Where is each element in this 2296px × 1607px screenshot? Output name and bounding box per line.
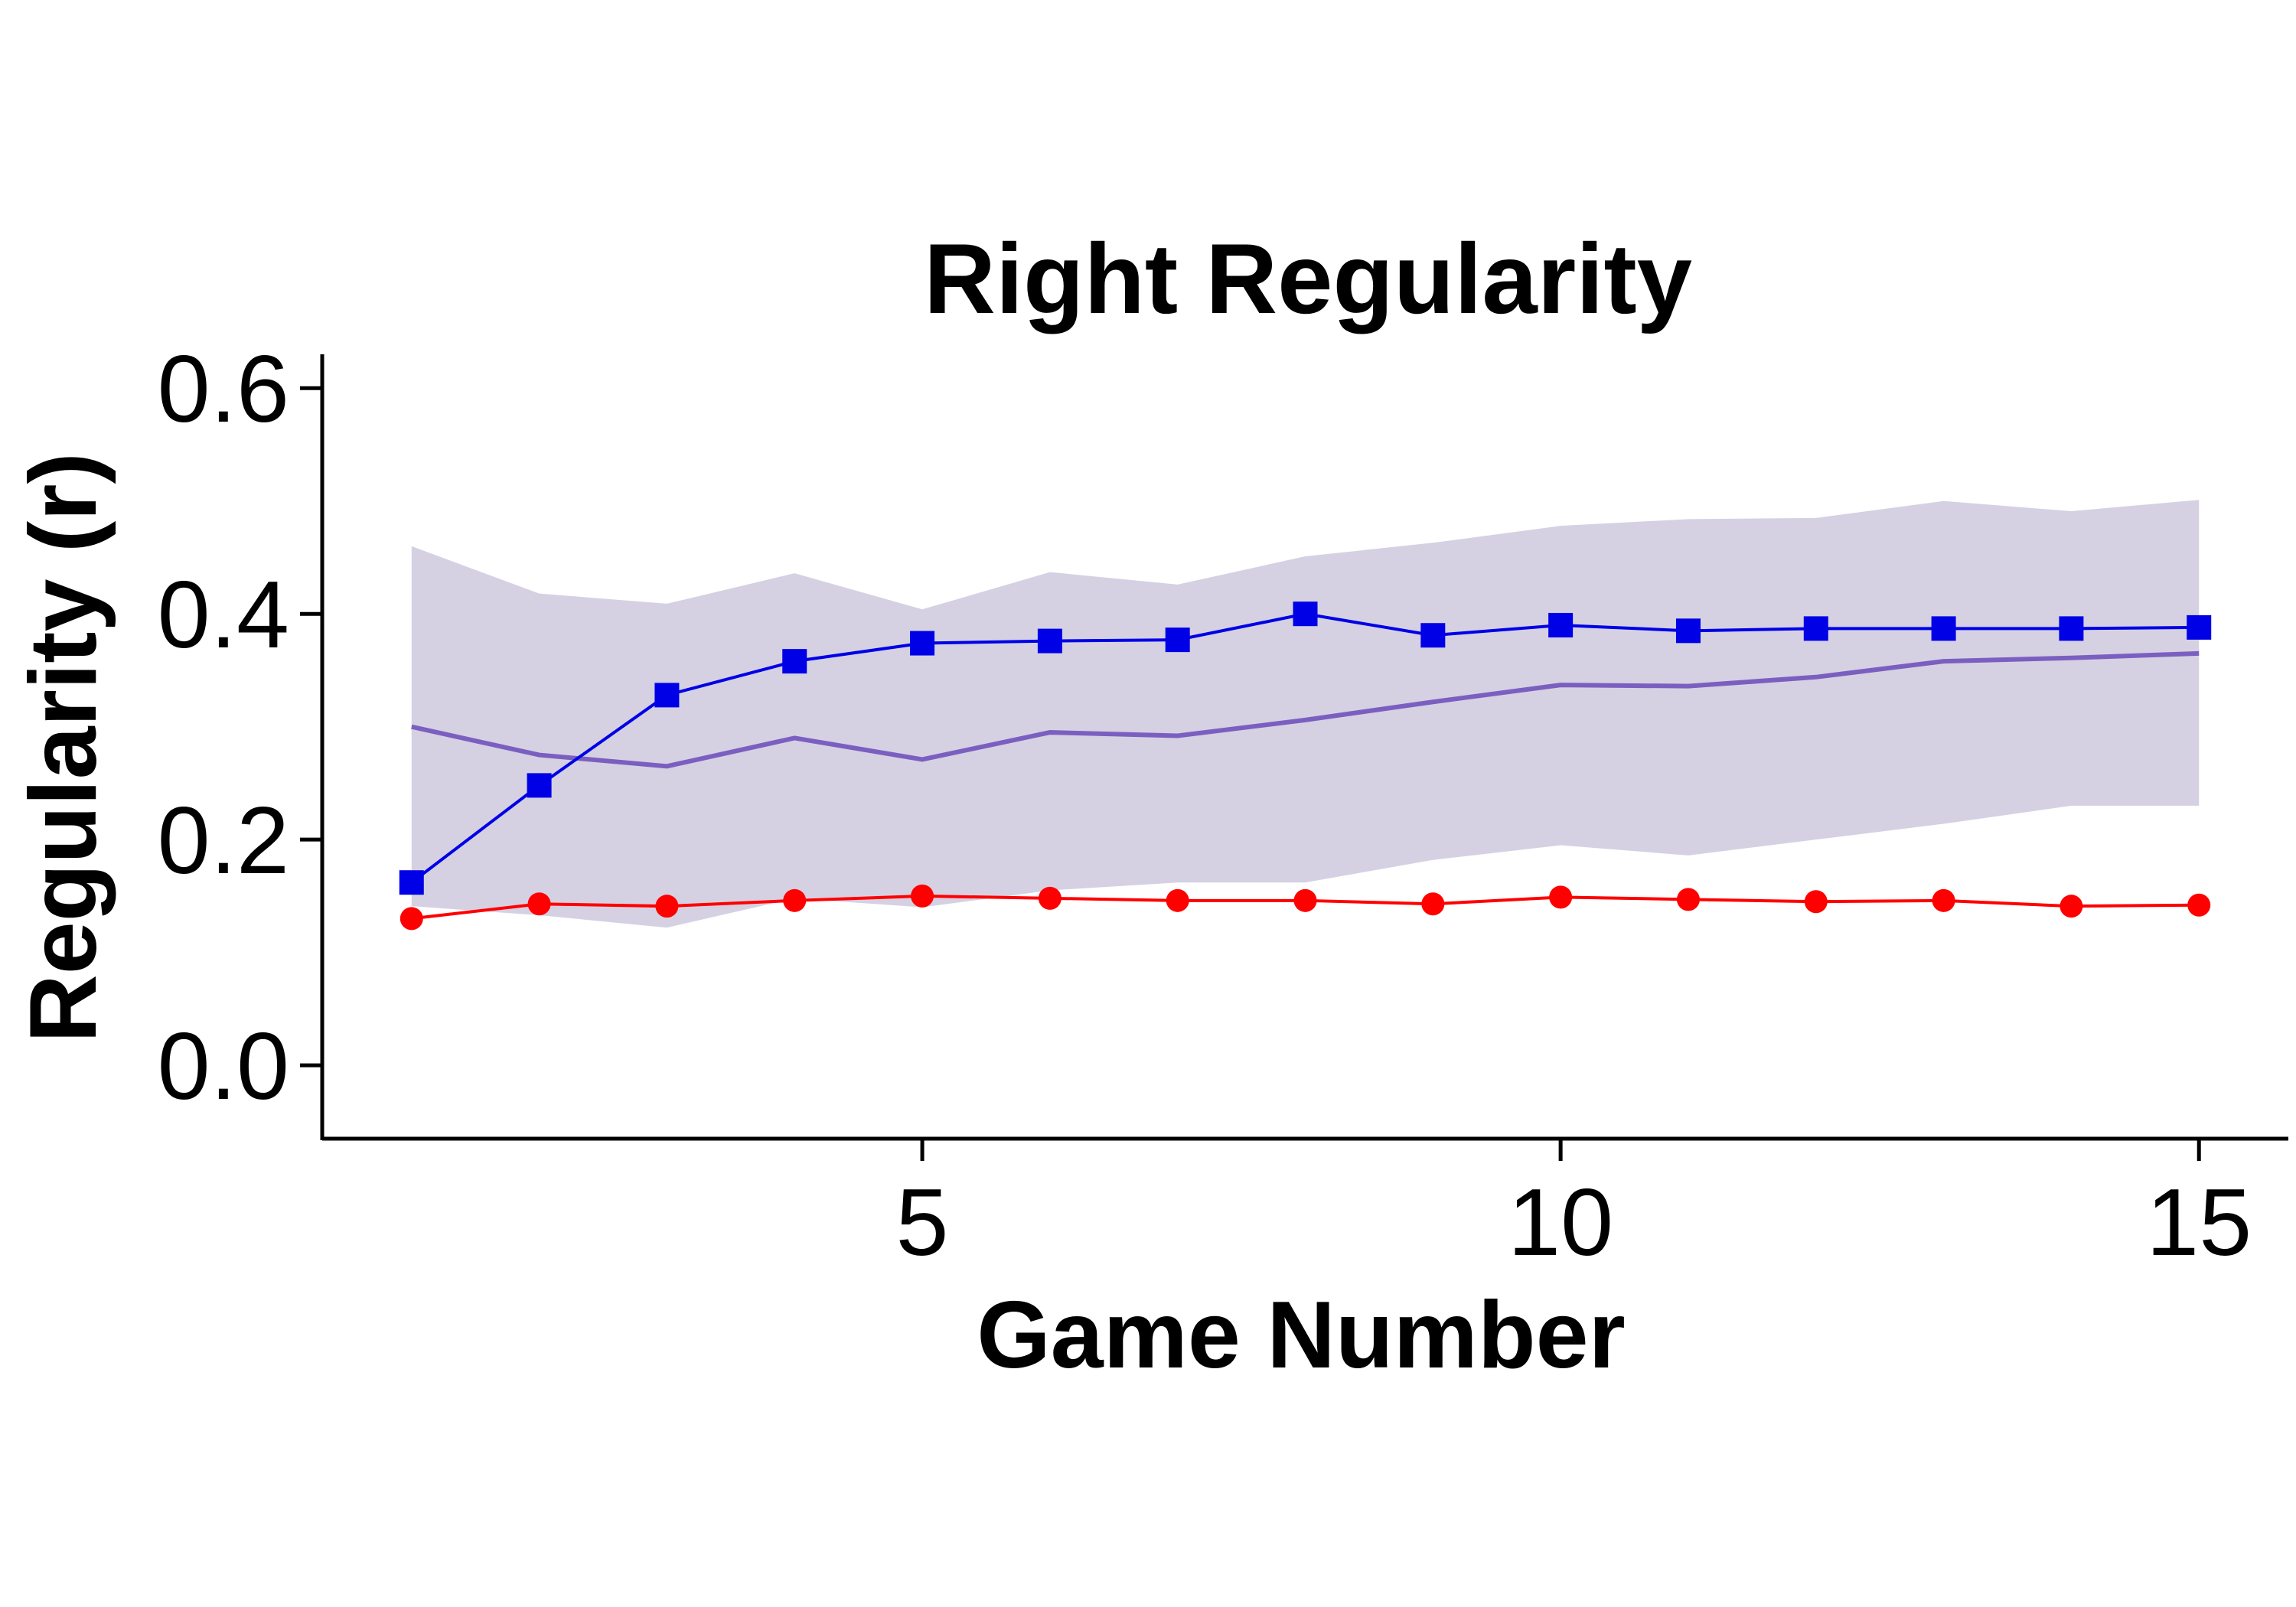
series-1-point: [1675, 618, 1701, 644]
series-1-point: [2059, 616, 2084, 641]
series-layer: [399, 601, 2212, 931]
y-tick-label: 0.6: [158, 337, 289, 442]
series-2-point: [1421, 892, 1445, 916]
series-1-point: [782, 649, 807, 674]
series-2-point: [527, 892, 551, 916]
series-2-point: [1166, 888, 1189, 912]
x-tick-label: 5: [896, 1170, 949, 1276]
series-1-point: [2187, 614, 2212, 640]
x-axis-ticks: 5 10 15: [896, 1139, 2252, 1276]
series-1-point: [399, 870, 424, 895]
series-2-point: [1676, 888, 1700, 911]
series-1-point: [1548, 612, 1574, 637]
x-tick-label: 15: [2146, 1170, 2252, 1276]
y-tick-label: 0.0: [158, 1014, 289, 1120]
series-2-point: [783, 888, 807, 912]
x-axis-label: Game Number: [977, 1283, 1626, 1388]
series-1-point: [1165, 627, 1190, 653]
series-2-point: [1293, 888, 1317, 912]
series-2-point: [2187, 893, 2211, 917]
y-tick-label: 0.2: [158, 788, 289, 894]
series-2-point: [655, 895, 679, 918]
series-1-point: [1803, 616, 1828, 641]
y-tick-label: 0.4: [158, 562, 289, 668]
y-axis-ticks: 0.0 0.2 0.4 0.6: [158, 337, 322, 1120]
series-2-point: [911, 884, 934, 908]
series-1-point: [1037, 628, 1062, 654]
series-1-point: [1293, 601, 1318, 627]
chart-title: Right Regularity: [924, 223, 1692, 334]
y-axis-label: Regularity (r): [11, 452, 116, 1043]
series-1-point: [1420, 623, 1446, 648]
series-2-point: [2060, 895, 2083, 918]
series-1-point: [654, 683, 680, 708]
range-band: [411, 500, 2200, 928]
series-2-point: [1549, 885, 1573, 909]
series-1-point: [910, 631, 935, 656]
series-2-point: [1932, 888, 1955, 912]
series-2-point: [1038, 886, 1062, 910]
series-1-point: [527, 773, 552, 798]
series-0-line: [411, 650, 2200, 769]
series-1-point: [1931, 616, 1956, 641]
x-tick-label: 10: [1508, 1170, 1613, 1276]
series-2-point: [400, 907, 423, 931]
series-2-point: [1804, 890, 1828, 914]
plot-area: [399, 500, 2212, 931]
